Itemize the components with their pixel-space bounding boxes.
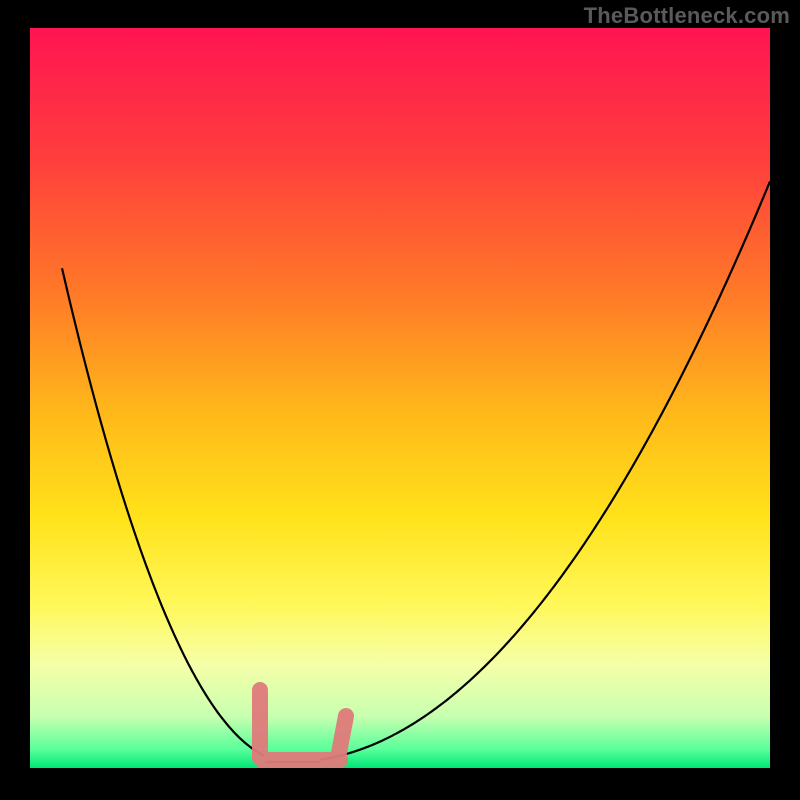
gradient-panel <box>30 28 770 768</box>
watermark-text: TheBottleneck.com <box>584 3 790 29</box>
chart-svg <box>0 0 800 800</box>
chart-stage: TheBottleneck.com <box>0 0 800 800</box>
